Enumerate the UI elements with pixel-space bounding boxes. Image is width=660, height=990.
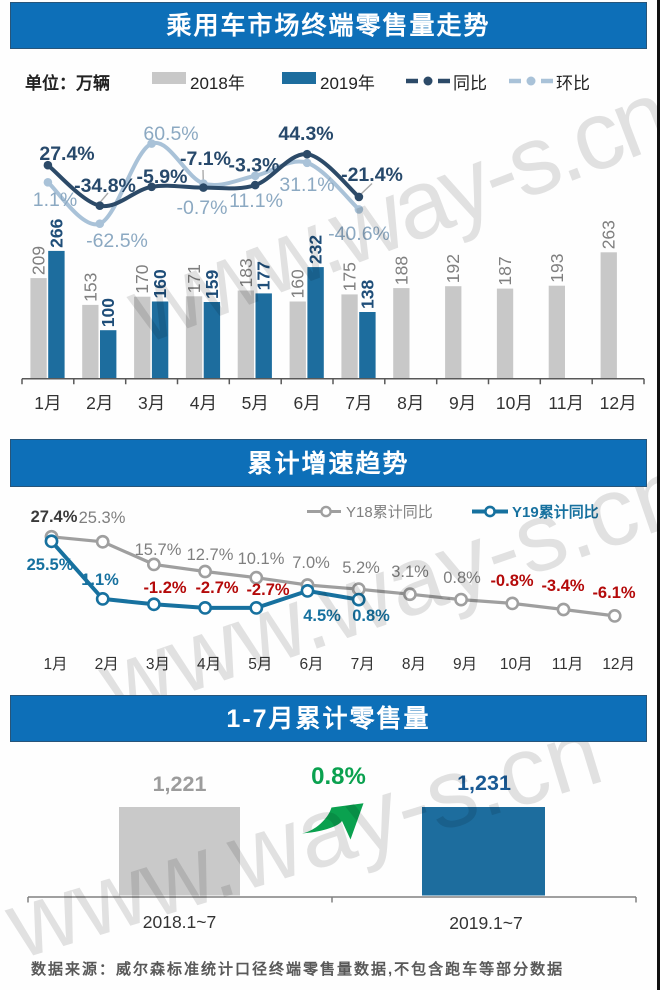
svg-text:4月: 4月 <box>190 393 217 413</box>
svg-text:25.5%: 25.5% <box>27 556 74 574</box>
svg-text:2018.1~7: 2018.1~7 <box>143 912 216 932</box>
svg-text:3.1%: 3.1% <box>391 563 429 581</box>
svg-text:-6.1%: -6.1% <box>592 584 635 602</box>
svg-text:187: 187 <box>495 256 515 285</box>
svg-text:11月: 11月 <box>552 656 584 673</box>
svg-text:4月: 4月 <box>197 656 221 673</box>
svg-text:-7.1%: -7.1% <box>180 148 231 170</box>
svg-text:10月: 10月 <box>500 656 533 673</box>
svg-text:160: 160 <box>150 269 170 298</box>
svg-text:-40.6%: -40.6% <box>328 223 390 245</box>
svg-text:4.5%: 4.5% <box>303 607 341 625</box>
svg-text:11月: 11月 <box>548 393 584 413</box>
svg-text:27.4%: 27.4% <box>39 143 94 165</box>
svg-text:2月: 2月 <box>86 393 113 413</box>
svg-text:263: 263 <box>599 220 619 249</box>
svg-text:12月: 12月 <box>602 656 635 673</box>
svg-text:-62.5%: -62.5% <box>86 230 148 252</box>
svg-text:5月: 5月 <box>242 393 269 413</box>
svg-text:1.1%: 1.1% <box>33 189 77 211</box>
svg-text:12月: 12月 <box>600 393 637 413</box>
svg-text:-0.8%: -0.8% <box>490 572 533 590</box>
svg-text:6月: 6月 <box>299 656 323 673</box>
svg-text:5.2%: 5.2% <box>342 559 380 577</box>
svg-text:-1.2%: -1.2% <box>143 579 186 597</box>
svg-text:9月: 9月 <box>449 393 476 413</box>
svg-text:8月: 8月 <box>397 393 424 413</box>
svg-text:153: 153 <box>80 273 100 302</box>
svg-text:1,231: 1,231 <box>457 771 511 795</box>
svg-text:193: 193 <box>547 253 567 282</box>
svg-text:-5.9%: -5.9% <box>137 166 188 188</box>
svg-text:177: 177 <box>254 261 274 290</box>
svg-text:7.0%: 7.0% <box>292 554 330 572</box>
svg-text:1月: 1月 <box>34 393 61 413</box>
svg-text:Y18累计同比: Y18累计同比 <box>346 504 433 521</box>
svg-text:8月: 8月 <box>402 656 426 673</box>
svg-text:2月: 2月 <box>95 656 119 673</box>
svg-text:209: 209 <box>29 246 49 275</box>
svg-text:160: 160 <box>288 269 308 298</box>
svg-text:171: 171 <box>184 264 204 293</box>
svg-text:10.1%: 10.1% <box>238 550 285 568</box>
svg-text:183: 183 <box>236 258 256 287</box>
svg-text:192: 192 <box>443 254 463 283</box>
svg-text:1.1%: 1.1% <box>81 571 119 589</box>
svg-text:0.8%: 0.8% <box>352 607 390 625</box>
svg-text:175: 175 <box>340 262 360 291</box>
svg-text:100: 100 <box>98 298 118 327</box>
svg-text:25.3%: 25.3% <box>79 509 126 527</box>
svg-text:138: 138 <box>357 280 377 309</box>
svg-text:6月: 6月 <box>293 393 320 413</box>
svg-text:266: 266 <box>46 218 66 247</box>
svg-text:170: 170 <box>132 264 152 293</box>
svg-text:10月: 10月 <box>496 393 533 413</box>
svg-text:31.1%: 31.1% <box>279 174 334 196</box>
svg-text:Y19累计同比: Y19累计同比 <box>512 503 599 521</box>
svg-text:0.8%: 0.8% <box>443 569 481 587</box>
svg-text:-34.8%: -34.8% <box>74 175 136 197</box>
svg-text:7月: 7月 <box>345 393 372 413</box>
svg-text:159: 159 <box>202 270 222 299</box>
svg-text:9月: 9月 <box>453 656 477 673</box>
svg-text:3月: 3月 <box>138 393 165 413</box>
svg-text:1月: 1月 <box>43 656 67 673</box>
svg-text:188: 188 <box>391 256 411 285</box>
svg-text:7月: 7月 <box>351 656 375 673</box>
svg-text:-0.7%: -0.7% <box>177 197 228 219</box>
svg-text:44.3%: 44.3% <box>278 123 333 145</box>
svg-text:-3.3%: -3.3% <box>229 155 280 177</box>
svg-text:15.7%: 15.7% <box>135 541 182 559</box>
svg-text:12.7%: 12.7% <box>187 546 234 564</box>
svg-text:3月: 3月 <box>146 656 170 673</box>
svg-text:11.1%: 11.1% <box>229 190 283 212</box>
svg-text:232: 232 <box>306 235 326 264</box>
svg-text:60.5%: 60.5% <box>143 123 198 145</box>
svg-text:-2.7%: -2.7% <box>195 579 238 597</box>
svg-text:-3.4%: -3.4% <box>541 577 584 595</box>
svg-text:5月: 5月 <box>248 656 272 673</box>
svg-text:-2.7%: -2.7% <box>246 581 289 599</box>
svg-text:2019.1~7: 2019.1~7 <box>449 913 522 933</box>
svg-text:-21.4%: -21.4% <box>341 164 403 186</box>
svg-text:0.8%: 0.8% <box>311 763 366 790</box>
svg-text:27.4%: 27.4% <box>31 508 78 526</box>
svg-text:1,221: 1,221 <box>153 772 207 796</box>
